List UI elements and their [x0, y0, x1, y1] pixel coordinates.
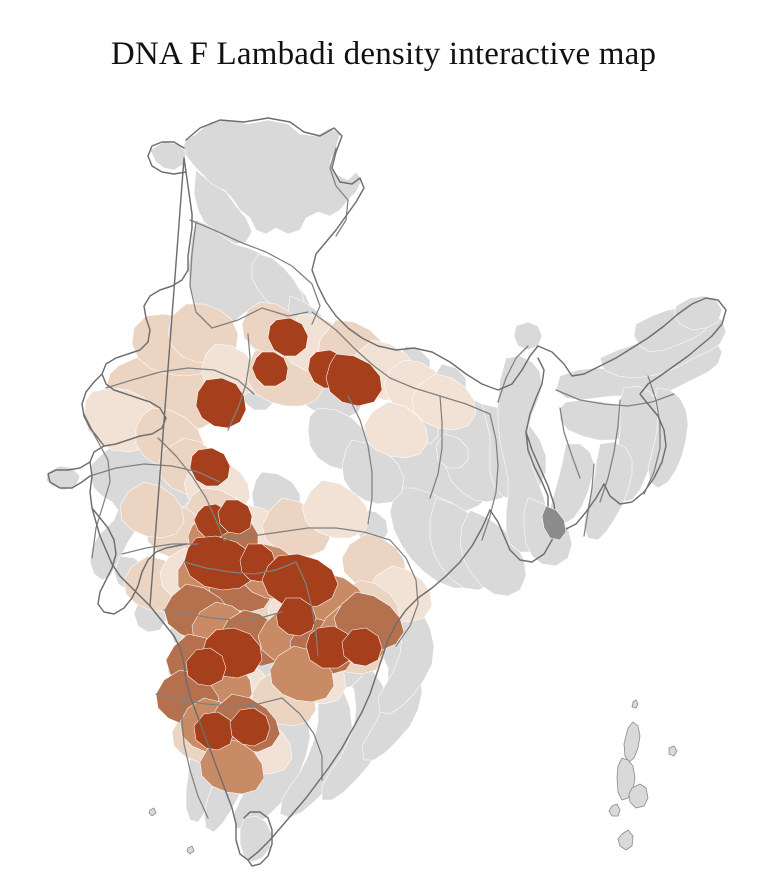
district-region[interactable]: [550, 444, 594, 524]
district-region[interactable]: [196, 378, 246, 428]
district-region[interactable]: [194, 712, 234, 750]
india-choropleth-map[interactable]: [0, 58, 767, 873]
state-boundaries: [84, 148, 674, 818]
district-region[interactable]: [240, 816, 272, 862]
district-region[interactable]: [542, 506, 566, 540]
district-region[interactable]: [342, 628, 382, 666]
district-region[interactable]: [190, 448, 230, 486]
district-region[interactable]: [268, 318, 308, 356]
district-region[interactable]: [186, 648, 226, 686]
district-region[interactable]: [322, 652, 390, 800]
district-region[interactable]: [276, 598, 316, 636]
district-region[interactable]: [326, 354, 382, 406]
district-region[interactable]: [252, 352, 288, 386]
district-region[interactable]: [218, 500, 252, 534]
district-region[interactable]: [302, 480, 370, 538]
andaman-nicobar-islands: [149, 700, 677, 873]
district-region[interactable]: [230, 708, 270, 746]
map-canvas[interactable]: [0, 58, 767, 873]
district-region[interactable]: [436, 434, 468, 468]
district-region[interactable]: [674, 296, 722, 330]
district-region[interactable]: [364, 402, 428, 458]
district-region[interactable]: [306, 626, 354, 668]
district-region[interactable]: [120, 482, 184, 538]
district-region[interactable]: [412, 374, 476, 430]
country-boundary: [48, 118, 726, 866]
page-title: DNA F Lambadi density interactive map: [110, 36, 657, 73]
district-region[interactable]: [200, 738, 264, 794]
high-density-regions: [184, 318, 382, 750]
